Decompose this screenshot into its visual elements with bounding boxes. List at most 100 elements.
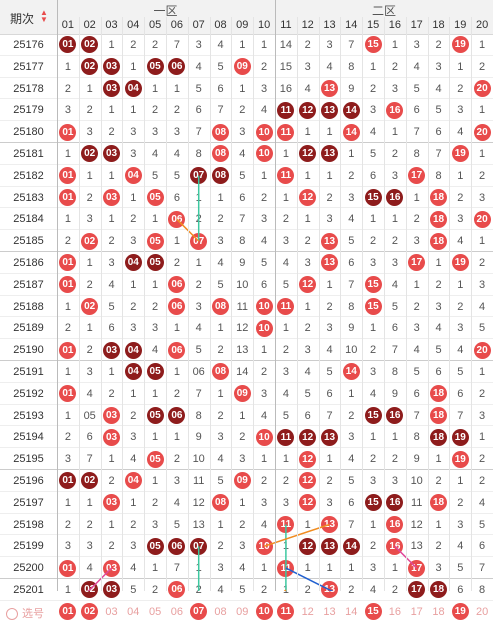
- miss-count: 6: [173, 191, 180, 204]
- table-row: [0, 230, 493, 252]
- miss-count: 5: [435, 104, 442, 117]
- table-row: [0, 339, 493, 361]
- miss-count: 1: [304, 169, 311, 182]
- miss-count: 1: [239, 39, 246, 51]
- select-number-18[interactable]: 18: [432, 605, 445, 618]
- issue-header[interactable]: 期次 ▲ ▼: [0, 0, 57, 35]
- drawn-ball: 11: [277, 123, 295, 141]
- miss-count: 3: [173, 475, 180, 487]
- select-number-06[interactable]: 06: [170, 605, 184, 618]
- miss-count: 3: [130, 148, 137, 160]
- select-circle-icon: [6, 607, 18, 620]
- miss-count: 2: [457, 496, 464, 509]
- miss-count: 2: [479, 257, 486, 269]
- miss-count: 10: [192, 453, 205, 466]
- sort-icon[interactable]: ▲ ▼: [40, 8, 48, 24]
- issue-number: 25186: [13, 257, 44, 269]
- miss-count: 2: [217, 344, 224, 357]
- miss-count: 3: [261, 82, 268, 95]
- miss-count: 6: [195, 104, 202, 117]
- column-header-02: 02: [83, 19, 96, 31]
- miss-count: 4: [326, 60, 333, 73]
- miss-count: 2: [239, 431, 246, 444]
- miss-count: 3: [413, 39, 420, 51]
- miss-count: 4: [152, 344, 159, 357]
- select-number-02[interactable]: 02: [81, 603, 99, 621]
- select-label[interactable]: 选号: [6, 605, 44, 621]
- miss-count: 2: [152, 104, 159, 117]
- select-number-19[interactable]: 19: [451, 603, 469, 621]
- column-header-08: 08: [214, 19, 227, 31]
- column-header-12: 12: [301, 19, 314, 31]
- select-number-03[interactable]: 03: [105, 605, 118, 618]
- miss-count: 6: [108, 322, 115, 335]
- miss-count: 8: [239, 235, 246, 248]
- miss-count: 5: [195, 82, 202, 95]
- select-number-09[interactable]: 09: [236, 605, 249, 618]
- miss-count: 6: [326, 387, 333, 400]
- select-number-13[interactable]: 13: [323, 605, 336, 618]
- miss-count: 2: [435, 475, 442, 487]
- miss-count: 2: [173, 104, 180, 117]
- drawn-ball: 10: [255, 319, 273, 337]
- miss-count: 2: [64, 235, 71, 248]
- drawn-ball: 13: [321, 145, 338, 163]
- miss-count: 4: [217, 453, 224, 466]
- drawn-ball: 18: [430, 232, 447, 250]
- select-number-08[interactable]: 08: [214, 605, 227, 618]
- miss-count: 1: [348, 148, 355, 160]
- drawn-ball: 12: [299, 450, 317, 468]
- table-row: [0, 208, 493, 231]
- column-header-15: 15: [366, 19, 380, 31]
- miss-count: 1: [370, 322, 377, 335]
- select-number-07[interactable]: 07: [190, 603, 208, 621]
- miss-count: 4: [348, 213, 355, 226]
- column-header-16: 16: [388, 19, 402, 31]
- select-number-11[interactable]: 11: [277, 603, 295, 621]
- miss-count: 1: [457, 475, 464, 487]
- miss-count: 3: [370, 257, 377, 269]
- column-header-19: 19: [454, 19, 467, 31]
- select-number-16[interactable]: 16: [388, 605, 402, 618]
- select-number-10[interactable]: 10: [255, 603, 273, 621]
- miss-count: 1: [86, 257, 93, 269]
- miss-count: 4: [195, 60, 202, 73]
- miss-count: 2: [239, 518, 246, 531]
- table-row: [0, 492, 493, 514]
- miss-count: 4: [108, 278, 115, 291]
- drawn-ball: 13: [321, 428, 338, 446]
- miss-count: 3: [64, 453, 71, 466]
- miss-count: 3: [326, 39, 333, 51]
- miss-count: 8: [435, 169, 442, 182]
- select-number-04[interactable]: 04: [127, 605, 140, 618]
- miss-count: 1: [86, 496, 93, 509]
- miss-count: 1: [479, 366, 486, 378]
- select-number-17[interactable]: 17: [410, 605, 423, 618]
- drawn-ball: 06: [168, 537, 186, 555]
- miss-count: 2: [64, 518, 71, 531]
- select-number-12[interactable]: 12: [301, 605, 314, 618]
- miss-count: 8: [195, 409, 202, 422]
- zone1-label: 一区: [153, 4, 178, 18]
- select-number-01[interactable]: 01: [59, 603, 77, 621]
- miss-count: 13: [410, 540, 423, 553]
- select-number-15[interactable]: 15: [364, 603, 382, 621]
- miss-count: 3: [86, 126, 93, 139]
- miss-count: 1: [457, 169, 464, 182]
- select-number-05[interactable]: 05: [148, 605, 162, 618]
- drawn-ball: 02: [81, 298, 99, 315]
- miss-count: 7: [195, 387, 202, 400]
- issue-number: 25183: [13, 191, 44, 204]
- miss-count: 1: [152, 431, 159, 444]
- miss-count: 7: [239, 213, 246, 226]
- miss-count: 3: [304, 257, 311, 269]
- miss-count: 3: [391, 475, 398, 487]
- drawn-ball: 11: [277, 298, 295, 315]
- drawn-ball: 04: [124, 254, 142, 272]
- drawn-ball: 03: [103, 80, 120, 97]
- miss-count: 5: [479, 518, 486, 531]
- miss-count: 3: [413, 322, 420, 335]
- select-number-14[interactable]: 14: [345, 605, 358, 618]
- select-number-20[interactable]: 20: [475, 605, 489, 618]
- miss-count: 4: [217, 257, 224, 269]
